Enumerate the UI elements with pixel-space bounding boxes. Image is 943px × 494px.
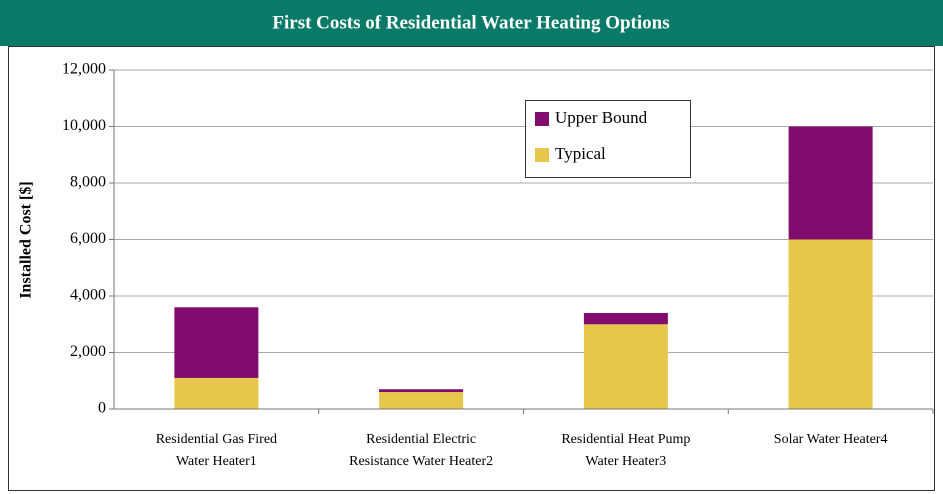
x-tick-label: Solar Water Heater4 [774, 432, 888, 447]
chart-title: First Costs of Residential Water Heating… [272, 12, 669, 33]
x-tick-label: Residential Heat Pump Water Heater3 [561, 432, 690, 469]
y-tick-label: 2,000 [70, 343, 106, 360]
bar-segment [583, 324, 668, 409]
bar-segment [379, 389, 464, 393]
title-bar [0, 0, 943, 46]
bar-segment [788, 126, 873, 240]
y-tick-label: 10,000 [62, 117, 106, 134]
legend-swatch [535, 112, 549, 126]
bar-segment [788, 239, 873, 409]
legend-box [525, 100, 691, 178]
legend-label: Upper Bound [555, 108, 648, 127]
legend-swatch [535, 148, 549, 162]
y-tick-label: 8,000 [70, 174, 106, 191]
bar-segment [174, 377, 259, 409]
x-tick-label: Residential Electric Resistance Water Hea… [349, 432, 493, 469]
y-tick-label: 0 [98, 400, 106, 417]
y-axis-label: Installed Cost [$] [18, 181, 35, 298]
bar-segment [379, 392, 464, 409]
legend-label: Typical [555, 144, 606, 163]
bar-segment [174, 307, 259, 378]
chart-frame [8, 46, 935, 491]
y-tick-label: 12,000 [62, 61, 106, 78]
y-tick-label: 4,000 [70, 287, 106, 304]
bar-segment [583, 312, 668, 325]
x-tick-label: Residential Gas Fired Water Heater1 [156, 432, 277, 469]
y-tick-label: 6,000 [70, 230, 106, 247]
